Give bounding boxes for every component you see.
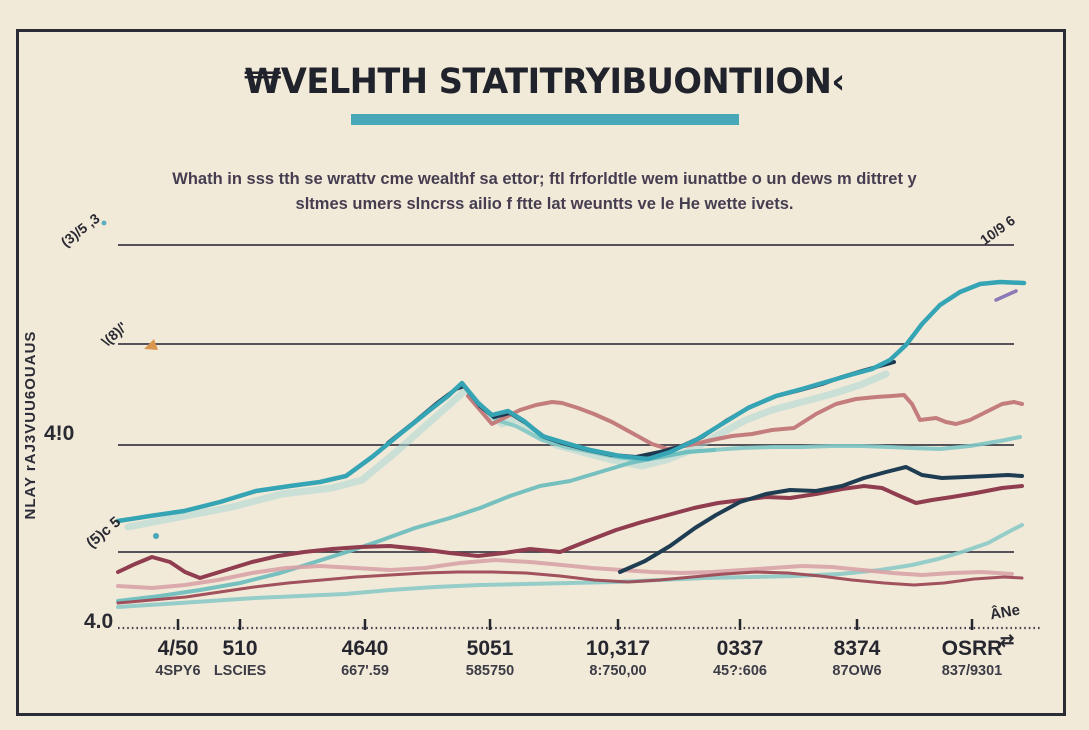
axis-annotation-arrows-icon: ⇄ [1000,631,1015,650]
series-maroon-main [116,484,1024,580]
y-tick-label-5: 4.0 [84,610,114,633]
x-tick-sublabel-1: 4SPY6 [155,663,201,679]
x-tick-sublabel-6: 45?:606 [712,663,768,679]
series-navy-low [618,465,1024,574]
x-tick-label-7: 8374 [833,637,881,660]
poster-frame-border [16,29,1066,716]
subtitle-line-2: sltmes umers slncrss ailio f ftte lat we… [295,194,794,213]
series-salmon-top [466,393,1024,451]
orange-caret [144,339,158,350]
teal-dot-low [153,533,159,539]
series-navy-main [386,360,896,459]
series-maroon-thin [116,570,1024,605]
x-tick-sublabel-8: 837/9301 [941,663,1003,679]
x-tick-sublabel-7: 87OW6 [832,663,882,679]
purple-dash [994,289,1018,302]
x-tick-sublabel-4: 585750 [465,663,515,679]
x-tick-sublabel-2: LSCIES [213,663,267,679]
series-seafoam-mid [468,394,1022,462]
series-pink-soft [116,558,1014,590]
title-underline-bar [350,114,739,125]
chart-subtitle: Whath in sss tth se wrattv cme wealthf s… [0,167,1089,217]
series-teal-main [115,279,1027,524]
x-tick-label-2: 510 [222,637,258,660]
x-tick-label-8: OSRR [941,637,1003,660]
subtitle-line-1: Whath in sss tth se wrattv cme wealthf s… [172,170,917,188]
chart-title: ₩VELHTH STATITRYIBUONTIION‹ [244,62,845,102]
x-tick-label-5: 10,317 [585,637,651,660]
x-tick-sublabel-3: 667'.59 [341,663,389,679]
series-seafoam-low [116,448,716,603]
teal-dot-high [101,220,107,226]
x-tick-label-4: 5051 [466,637,514,660]
x-tick-label-6: 0337 [716,637,764,660]
x-tick-label-3: 4640 [341,637,389,660]
y-tick-label-3: 4!0 [44,422,75,445]
x-tick-sublabel-5: 8:750,00 [589,663,647,679]
x-tick-label-1: 4/50 [157,637,199,660]
